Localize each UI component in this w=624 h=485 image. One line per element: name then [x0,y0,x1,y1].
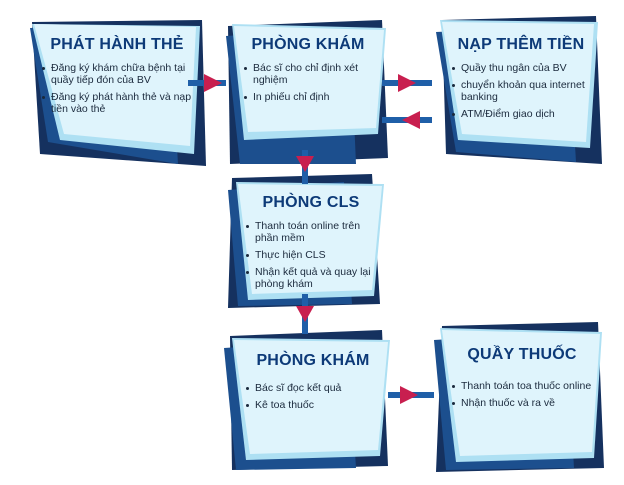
node-item: Bác sĩ cho chỉ định xét nghiệm [244,62,372,86]
node-card-shape [30,20,206,166]
node-item: ATM/Điểm giao dịch [452,108,590,120]
node-item: chuyển khoản qua internet banking [452,79,590,103]
node-item-list: Thanh toán toa thuốc online Nhận thuốc v… [452,380,592,409]
node-title: PHÒNG KHÁM [256,352,370,369]
node-card-shape [228,174,384,308]
node-title: PHÒNG CLS [262,194,360,211]
node-title: QUẦY THUỐC [467,346,577,363]
node-phong-kham-1: PHÒNG KHÁM Bác sĩ cho chỉ định xét nghiệ… [222,14,392,174]
node-item: Thanh toán online trên phần mềm [246,220,376,244]
node-title: PHÒNG KHÁM [251,36,365,53]
node-item: Đăng ký phát hành thẻ và nạp tiền vào th… [42,91,192,115]
node-card-shape [434,322,604,472]
node-card-shape [436,16,602,164]
node-quay-thuoc: QUẦY THUỐC Thanh toán toa thuốc online N… [426,318,612,476]
node-item: Quầy thu ngân của BV [452,62,590,74]
node-item: Nhận kết quả và quay lại phòng khám [246,266,376,290]
node-item: Bác sĩ đọc kết quả [246,382,380,394]
node-phong-kham-2: PHÒNG KHÁM Bác sĩ đọc kết quả Kê toa thu… [218,326,398,476]
node-phong-cls: PHÒNG CLS Thanh toán online trên phần mề… [222,172,392,312]
node-item-list: Quầy thu ngân của BV chuyển khoản qua in… [452,62,590,120]
node-title: NẠP THÊM TIỀN [457,36,585,53]
node-card-shape [224,330,390,470]
node-item-list: Bác sĩ đọc kết quả Kê toa thuốc [246,382,380,411]
node-item: Nhận thuốc và ra về [452,397,592,409]
node-item-list: Đăng ký khám chữa bệnh tại quầy tiếp đón… [42,62,192,115]
node-card-shape [226,20,388,164]
node-item-list: Thanh toán online trên phần mềm Thực hiệ… [246,220,376,290]
node-nap-them-tien: NẠP THÊM TIỀN Quầy thu ngân của BV chuyể… [428,12,608,172]
node-item: Thực hiện CLS [246,249,376,261]
node-item: Kê toa thuốc [246,399,380,411]
node-title: PHÁT HÀNH THẺ [50,36,184,53]
node-phat-hanh-the: PHÁT HÀNH THẺ Đăng ký khám chữa bệnh tại… [20,14,210,174]
node-item: Thanh toán toa thuốc online [452,380,592,392]
node-item-list: Bác sĩ cho chỉ định xét nghiệm In phiếu … [244,62,372,103]
node-item: In phiếu chỉ định [244,91,372,103]
node-item: Đăng ký khám chữa bệnh tại quầy tiếp đón… [42,62,192,86]
